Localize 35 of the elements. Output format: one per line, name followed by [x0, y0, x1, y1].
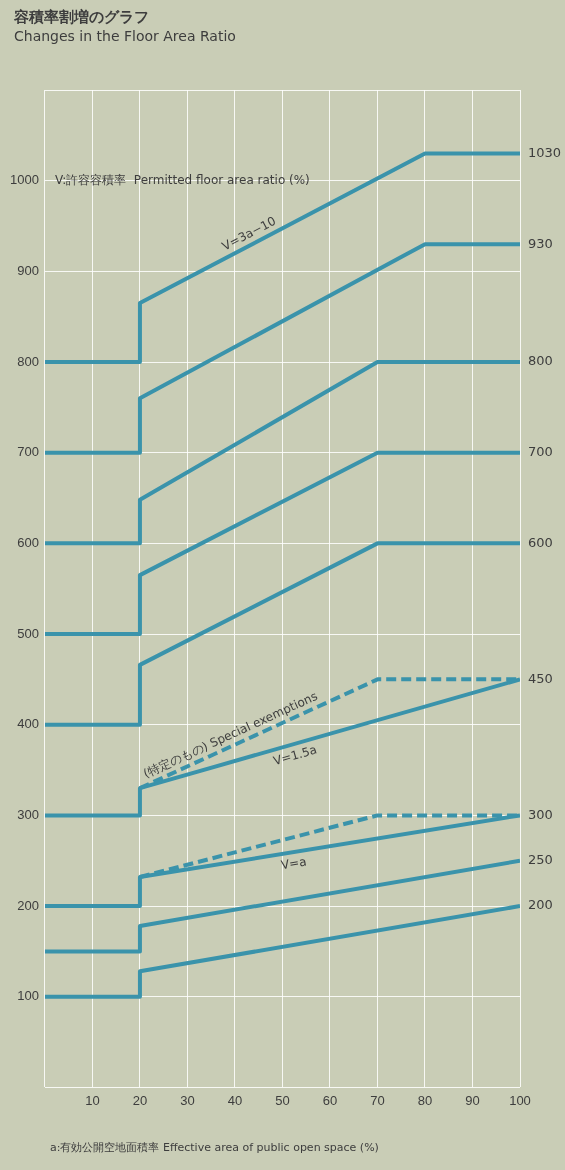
data-label: 700 [528, 444, 553, 460]
y-axis-title: V:許容容積率 Permitted floor area ratio (%) [54, 172, 310, 187]
y-tick-label: 100 [17, 988, 39, 1004]
x-tick-label: 40 [227, 1092, 243, 1108]
data-label: 1030 [528, 144, 562, 160]
y-tick-label: 800 [17, 353, 39, 369]
text: V=a [279, 854, 308, 873]
data-label: 250 [528, 852, 553, 868]
y-tick-label: 1000 [10, 172, 39, 188]
data-label: 930 [528, 235, 553, 251]
x-tick-label: 100 [509, 1092, 531, 1108]
y-tick-label: 700 [17, 444, 39, 460]
x-tick-label: 80 [417, 1092, 433, 1108]
data-label: 450 [528, 670, 553, 686]
chart-subtitle: Changes in the Floor Area Ratio [14, 28, 236, 44]
y-tick-label: 200 [17, 897, 39, 913]
x-tick-label: 20 [132, 1092, 148, 1108]
text: V=1.5a [271, 742, 319, 769]
y-tick-label: 500 [17, 625, 39, 641]
x-tick-label: 10 [85, 1092, 100, 1108]
chart-title: 容積率割増のグラフ [14, 8, 149, 27]
data-label: 300 [528, 806, 553, 822]
data-label: 800 [528, 353, 553, 369]
x-tick-label: 30 [180, 1092, 195, 1108]
data-label: 600 [528, 534, 553, 550]
y-tick-label: 400 [17, 716, 39, 732]
data-label: 200 [528, 897, 553, 913]
x-tick-label: 60 [322, 1092, 338, 1108]
y-tick-label: 900 [17, 262, 39, 278]
y-tick-label: 300 [17, 806, 39, 822]
x-tick-label: 90 [465, 1092, 480, 1108]
x-tick-label: 50 [275, 1092, 290, 1108]
y-tick-label: 600 [17, 534, 39, 550]
x-tick-label: 70 [370, 1092, 385, 1108]
x-axis-title: a:有効公開空地面積率 Effective area of public open space (%) [50, 1140, 379, 1155]
